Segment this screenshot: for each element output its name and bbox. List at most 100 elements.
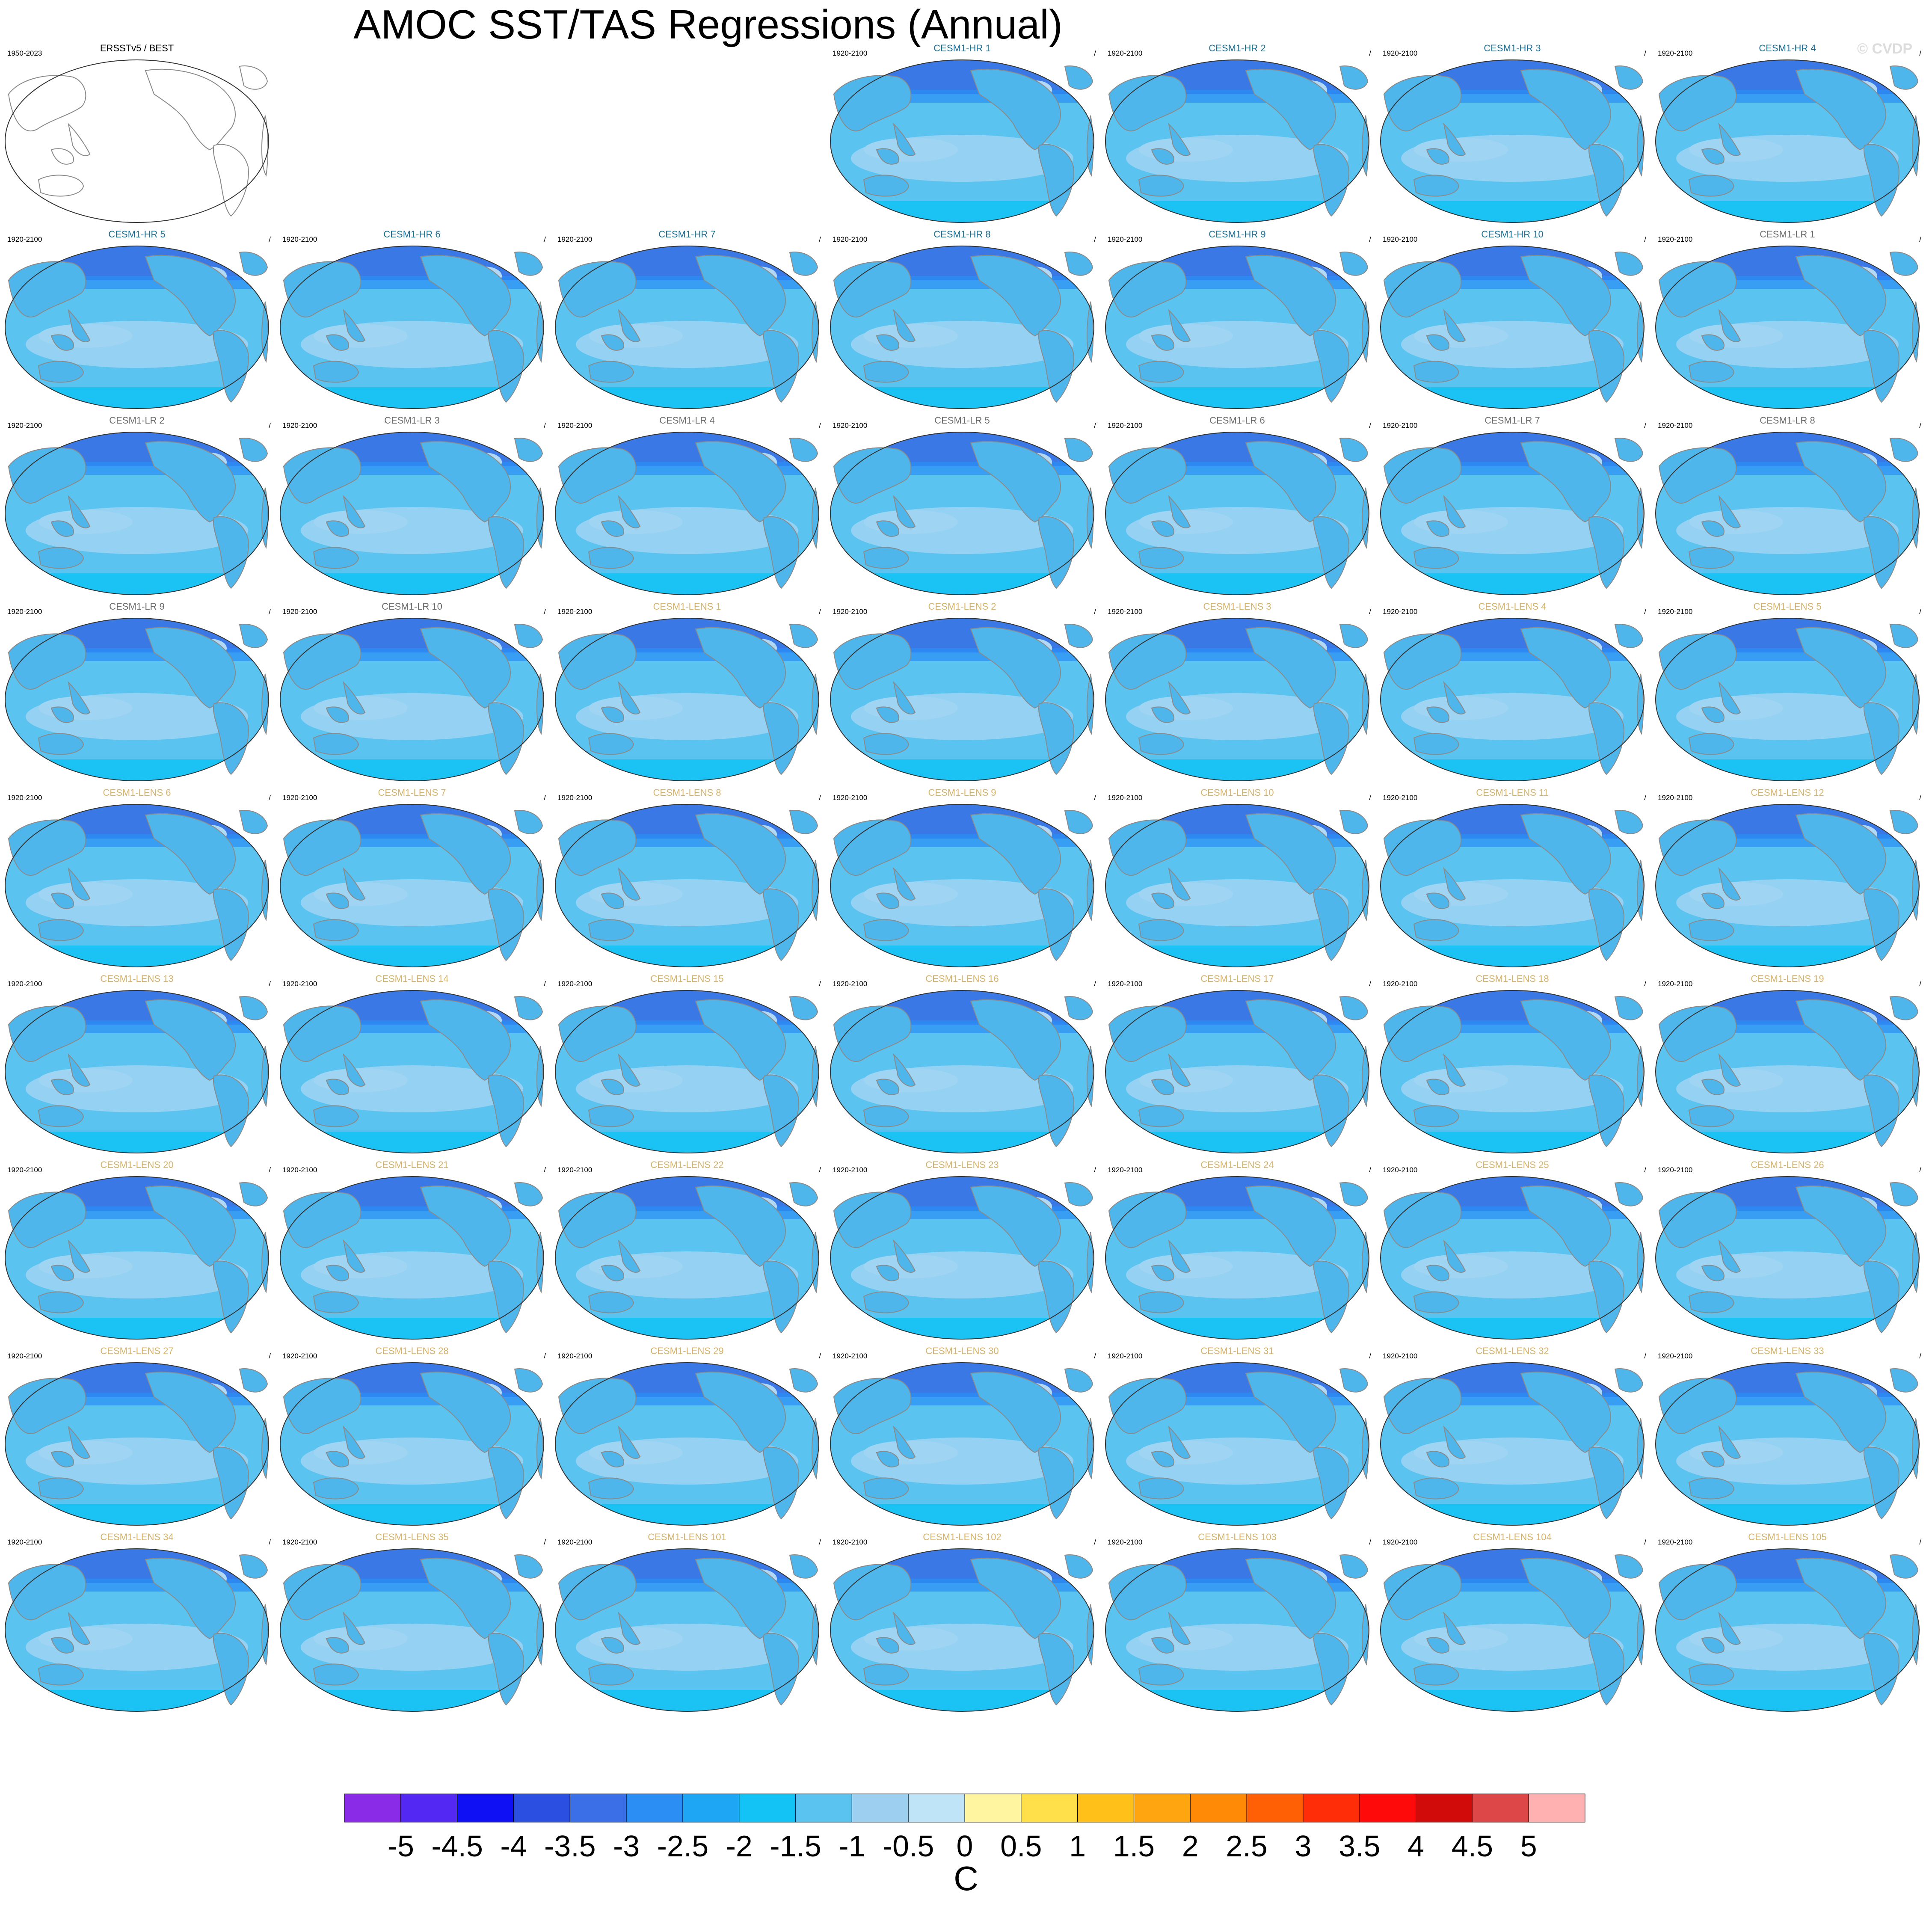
panel-title: CESM1-LENS 18 [1476, 973, 1549, 984]
map-panel: CESM1-LENS 7 1920-2100 / [280, 787, 546, 967]
colorbar-bin [795, 1793, 852, 1823]
panel-title: CESM1-HR 7 [658, 229, 715, 240]
panel-period: 1920-2100 [7, 1352, 42, 1360]
colorbar-tick-label: -2 [726, 1829, 753, 1863]
panel-right-label: / [1369, 608, 1371, 616]
map-panel: CESM1-LR 3 1920-2100 / [280, 415, 546, 595]
panel-period: 1920-2100 [282, 608, 317, 616]
map-panel: CESM1-LENS 30 1920-2100 / [830, 1346, 1096, 1526]
map-panel: CESM1-LENS 16 1920-2100 / [830, 973, 1096, 1153]
map-panel: CESM1-LR 4 1920-2100 / [555, 415, 821, 595]
panel-period: 1920-2100 [833, 608, 867, 616]
panel-right-label: / [1094, 1538, 1096, 1546]
map-panel: CESM1-LENS 5 1920-2100 / [1655, 601, 1921, 781]
colorbar-bin [626, 1793, 683, 1823]
panel-right-label: / [1919, 980, 1921, 988]
panel-right-label: / [544, 1352, 546, 1360]
map-panel: CESM1-LENS 32 1920-2100 / [1380, 1346, 1646, 1526]
panel-title: CESM1-LR 8 [1760, 415, 1815, 426]
panel-period: 1920-2100 [1383, 1352, 1417, 1360]
panel-title: CESM1-LENS 21 [375, 1159, 448, 1170]
panel-period: 1920-2100 [557, 980, 592, 988]
panel-period: 1920-2100 [282, 421, 317, 430]
colorbar-tick-label: 1.5 [1113, 1829, 1155, 1863]
panel-period: 1920-2100 [1658, 608, 1692, 616]
panel-right-label: / [1094, 1166, 1096, 1174]
panel-period: 1920-2100 [1108, 49, 1142, 57]
map-panel: CESM1-HR 4 1920-2100 / [1655, 43, 1921, 223]
panel-period: 1920-2100 [1383, 608, 1417, 616]
panel-period: 1920-2100 [1383, 421, 1417, 430]
colorbar-tick-label: 3.5 [1339, 1829, 1380, 1863]
panel-title: CESM1-LENS 25 [1476, 1159, 1549, 1170]
panel-title: CESM1-LENS 33 [1751, 1346, 1824, 1356]
panel-title: CESM1-LENS 1 [653, 601, 721, 612]
colorbar-bin [1472, 1793, 1529, 1823]
map-panel: CESM1-LENS 104 1920-2100 / [1380, 1532, 1646, 1712]
map-panel: CESM1-LENS 33 1920-2100 / [1655, 1346, 1921, 1526]
panel-title: CESM1-LR 2 [109, 415, 165, 426]
panel-title: CESM1-LR 4 [659, 415, 715, 426]
panel-right-label: / [819, 1352, 821, 1360]
panel-period: 1920-2100 [557, 421, 592, 430]
map-panel: CESM1-LENS 3 1920-2100 / [1105, 601, 1371, 781]
panel-grid: ERSSTv5 / BEST 1950-2023 CESM1-HR 1 1920-21… [5, 43, 1921, 1712]
panel-title: CESM1-LENS 35 [375, 1532, 448, 1542]
panel-title: CESM1-HR 5 [108, 229, 165, 240]
map-panel: CESM1-LENS 15 1920-2100 / [555, 973, 821, 1153]
panel-right-label: / [544, 1166, 546, 1174]
panel-title: CESM1-LENS 31 [1200, 1346, 1274, 1356]
map-panel: CESM1-HR 2 1920-2100 / [1105, 43, 1371, 223]
panel-right-label: / [1094, 49, 1096, 57]
map-panel: CESM1-LR 2 1920-2100 / [5, 415, 271, 595]
panel-title: CESM1-LENS 27 [100, 1346, 173, 1356]
map-panel: CESM1-LENS 8 1920-2100 / [555, 787, 821, 967]
panel-right-label: / [1094, 794, 1096, 802]
panel-period: 1920-2100 [833, 421, 867, 430]
panel-title: CESM1-LR 6 [1209, 415, 1265, 426]
colorbar-tick-label: 0.5 [1000, 1829, 1042, 1863]
panel-period: 1920-2100 [1108, 421, 1142, 430]
panel-right-label: / [1369, 980, 1371, 988]
colorbar-tick-label: -4.5 [431, 1829, 483, 1863]
map-panel: CESM1-LENS 26 1920-2100 / [1655, 1159, 1921, 1340]
panel-title: CESM1-LENS 22 [650, 1159, 723, 1170]
panel-period: 1920-2100 [1108, 980, 1142, 988]
panel-period: 1920-2100 [1383, 49, 1417, 57]
panel-right-label: / [1369, 794, 1371, 802]
colorbar-unit-label: C [954, 1859, 978, 1897]
colorbar-bin [739, 1793, 796, 1823]
panel-period: 1920-2100 [282, 1352, 317, 1360]
panel-title: CESM1-HR 6 [383, 229, 440, 240]
map-panel: CESM1-LENS 9 1920-2100 / [830, 787, 1096, 967]
map-panel: CESM1-LENS 29 1920-2100 / [555, 1346, 821, 1526]
colorbar-tick-label: 4 [1408, 1829, 1424, 1863]
panel-title: CESM1-LR 5 [934, 415, 990, 426]
panel-title: CESM1-LR 7 [1485, 415, 1540, 426]
panel-period: 1920-2100 [282, 794, 317, 802]
panel-title: CESM1-LENS 15 [650, 973, 723, 984]
colorbar-tick-label: -1.5 [770, 1829, 821, 1863]
panel-right-label: / [544, 794, 546, 802]
map-panel: CESM1-HR 9 1920-2100 / [1105, 229, 1371, 409]
panel-period: 1920-2100 [7, 421, 42, 430]
panel-right-label: / [1919, 1166, 1921, 1174]
panel-title: CESM1-LENS 23 [925, 1159, 999, 1170]
panel-right-label: / [1644, 235, 1646, 243]
panel-period: 1920-2100 [833, 235, 867, 243]
colorbar-bin [1133, 1793, 1191, 1823]
panel-title: CESM1-LENS 103 [1198, 1532, 1276, 1542]
panel-right-label: / [269, 980, 271, 988]
panel-period: 1920-2100 [1658, 794, 1692, 802]
map-panel: CESM1-LENS 11 1920-2100 / [1380, 787, 1646, 967]
panel-right-label: / [1094, 980, 1096, 988]
panel-right-label: / [819, 1166, 821, 1174]
panel-title: CESM1-LENS 16 [925, 973, 999, 984]
panel-right-label: / [1644, 608, 1646, 616]
map-panel: CESM1-HR 1 1920-2100 / [830, 43, 1096, 223]
colorbar-tick-label: 3 [1295, 1829, 1311, 1863]
map-panel: CESM1-LR 7 1920-2100 / [1380, 415, 1646, 595]
panel-right-label: / [1644, 1352, 1646, 1360]
map-panel: CESM1-HR 5 1920-2100 / [5, 229, 271, 409]
